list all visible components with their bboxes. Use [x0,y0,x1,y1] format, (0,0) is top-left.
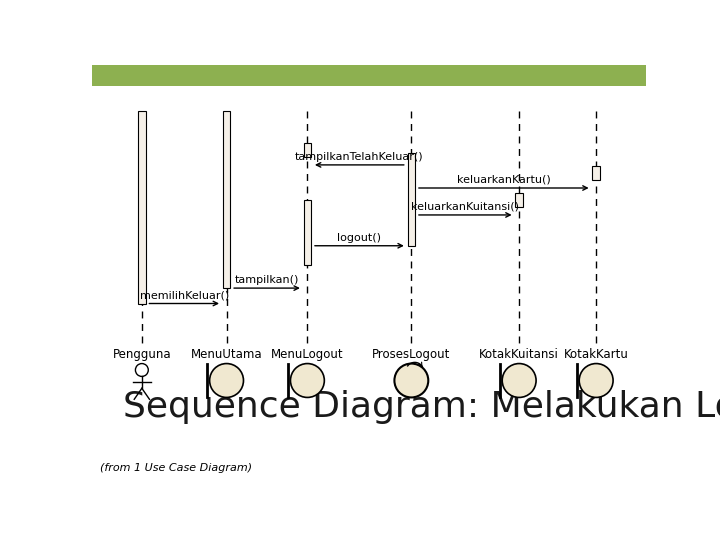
Circle shape [579,363,613,397]
Bar [138,111,145,303]
Text: tampilkan(): tampilkan() [235,275,300,285]
Text: memilihKeluar(): memilihKeluar() [140,291,229,300]
Text: Sequence Diagram: Melakukan Logout: Sequence Diagram: Melakukan Logout [122,390,720,424]
Text: tampilkanTelahKeluar(): tampilkanTelahKeluar() [295,152,423,162]
Circle shape [210,363,243,397]
Text: KotakKuitansi: KotakKuitansi [480,348,559,361]
Bar [304,200,311,265]
Text: ProsesLogout: ProsesLogout [372,348,451,361]
Text: keluarkanKartu(): keluarkanKartu() [457,175,551,185]
Circle shape [395,363,428,397]
Text: logout(): logout() [338,233,382,242]
Text: keluarkanKuitansi(): keluarkanKuitansi() [411,202,519,212]
Bar [408,153,415,246]
Text: MenuUtama: MenuUtama [191,348,262,361]
Text: MenuLogout: MenuLogout [271,348,343,361]
Bar [92,65,647,86]
Text: (from 1 Use Case Diagram): (from 1 Use Case Diagram) [99,463,251,473]
Bar [304,143,311,157]
Bar [222,111,230,288]
Circle shape [290,363,324,397]
Bar [516,193,523,207]
Text: KotakKartu: KotakKartu [564,348,629,361]
Text: Pengguna: Pengguna [112,348,171,361]
Bar [593,166,600,180]
Circle shape [503,363,536,397]
